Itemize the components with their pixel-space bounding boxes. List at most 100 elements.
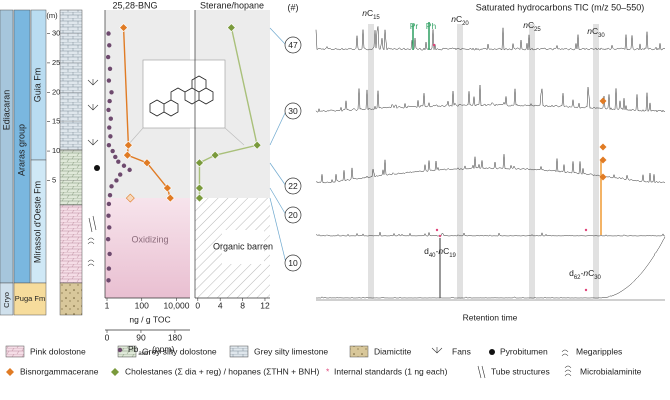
oxidizing-zone [105,198,190,298]
x-axis-label-part: auth [138,351,150,357]
sample-label: 10 [288,258,298,268]
chromatogram-trace [316,236,666,299]
y-tick-label: 20 [52,87,60,96]
facies-symbols [87,79,99,267]
peak-label: nC20 [451,14,469,26]
peak-label: Ph [426,21,437,31]
pristane-peak [412,22,430,50]
sample-badge [284,177,302,195]
data-point [105,54,111,60]
y-axis-label: (m) [46,11,58,20]
data-point [226,23,236,33]
bng-marker [599,173,607,181]
legend-label: Cholestanes (Σ dia + reg) / hopanes (ΣTH… [125,366,319,376]
formation-bar [13,282,47,316]
era-label: Ediacaran [1,90,11,131]
retention-band [529,24,535,300]
y-tick-label: 25 [52,58,60,67]
sample-badge [284,254,302,272]
lithology [59,9,83,151]
x-axis-label-part: Pb [128,344,139,354]
data-point [107,125,112,130]
peak-label-part: C [588,268,594,278]
legend-label: Grey silty dolostone [142,346,217,356]
data-point [118,172,123,177]
data-point [107,192,113,198]
legend-star: * [326,366,330,376]
data-point [110,148,115,154]
peak-label-part: n [587,26,592,36]
peak-label-part: 62 [574,275,581,281]
era-bar [0,282,14,316]
data-point [125,193,135,203]
peak-label-part: d [424,246,429,256]
x-axis-label-part: (ppm) [152,344,174,354]
bng-marker [599,97,607,105]
data-point [142,158,152,168]
y-tick-label: 5 [52,175,56,184]
data-point [165,193,175,203]
peak-label: Pr [410,21,419,31]
zone-label: Oxidizing [131,234,168,244]
data-point [162,183,172,193]
x-tick-label: 90 [136,332,146,342]
standard-marker [584,288,588,292]
data-point [106,78,112,83]
x-tick-label: 0 [195,300,200,310]
data-point [210,150,220,160]
x-tick-label: 1 [105,300,110,310]
y-tick-label: 15 [52,117,60,126]
legend-label: Pink dolostone [30,346,86,356]
peak-label-part: C [528,20,534,30]
sample-badge [284,206,302,224]
data-point [116,159,121,164]
x-tick-label: 4 [218,300,223,310]
legend-label: Diamictite [374,346,412,356]
lithology [59,149,83,206]
standard-marker [435,228,439,232]
data-point [107,43,112,48]
legend-label: Bisnorgammacerane [20,366,99,376]
x-axis-label: ng / g TOC [129,314,170,324]
data-point [123,140,133,150]
peak-label-part: n [362,8,367,18]
peak-label: nC30 [587,26,605,38]
data-point [106,142,112,148]
sample-badge [284,102,302,120]
era-label: Cryo [2,292,11,308]
peak-label-part: C [367,8,373,18]
data-point [252,140,262,150]
data-point [106,213,111,218]
data-point [106,201,112,207]
peak-label-part: Ph [426,21,437,31]
data-point [106,278,111,283]
peak-label-part: 40 [429,253,436,259]
peak-label-part: n [451,14,456,24]
sample-connectors [269,27,287,264]
data-point [107,225,112,230]
formation-label: Puga Fm [15,294,45,303]
formation-label: Mirassol d'Oeste Fm [32,181,42,263]
legend-marker [117,347,123,353]
retention-band [457,24,463,300]
strat-column: Ediacaran Cryo Araras group Guia Fm Mira… [0,9,100,316]
panel-title: 25,28-BNG [112,0,157,10]
era-bar [0,9,14,284]
sample-label: 22 [288,181,298,191]
peak-label-part: 15 [373,15,380,21]
structure-inset [127,59,245,146]
data-point [106,107,111,113]
peak-label-part: n [523,20,528,30]
peak-label: nC25 [523,20,541,32]
data-point [106,266,112,271]
legend-label: Microbialaminite [580,366,642,376]
chromatogram-trace [315,26,666,51]
legend: Pink dolostone Grey silty dolostone Grey… [5,345,642,379]
standard-marker [438,234,442,238]
x-tick-label: 12 [260,300,270,310]
x-tick-label: 10,000 [163,300,189,310]
peak-label-part: -n [436,246,444,256]
peak-label-part: C [443,246,449,256]
data-point [127,167,132,173]
chromatogram-trace [315,84,666,113]
